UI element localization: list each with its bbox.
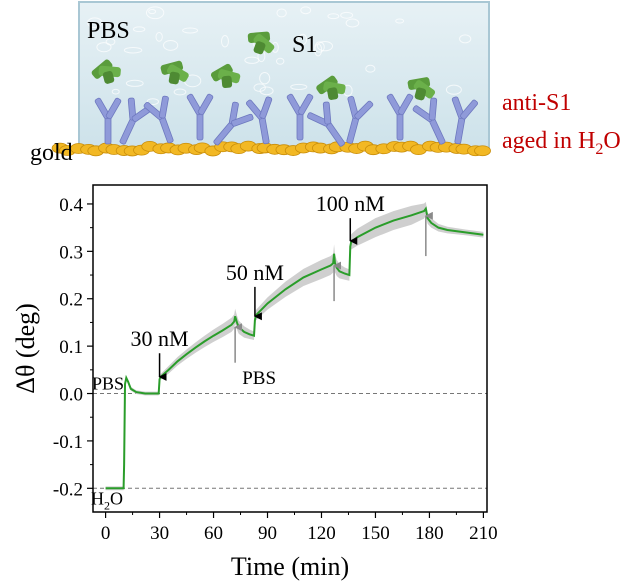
bubble [340, 11, 354, 19]
bubble [148, 8, 157, 15]
bubble [244, 56, 260, 64]
y-tick-label: -0.2 [53, 479, 83, 500]
bubble-texture [86, 6, 472, 106]
y-axis-label: Δθ (deg) [11, 303, 40, 394]
bubble [125, 79, 144, 87]
reference-label-pbs: PBS [92, 374, 124, 394]
y-tick-label: 0.3 [59, 242, 83, 263]
annotation-label: 50 nM [226, 260, 284, 285]
bubble [459, 34, 472, 44]
bubble [146, 98, 159, 106]
x-tick-label: 120 [307, 523, 336, 544]
bubble [276, 8, 287, 18]
bubble [145, 6, 165, 20]
error-band [105, 202, 484, 491]
bubble [173, 88, 187, 96]
bubble [105, 38, 116, 46]
x-tick-label: 210 [469, 523, 498, 544]
annotation-label: 100 nM [316, 191, 385, 216]
bubble [298, 33, 308, 45]
bubble [96, 42, 112, 53]
series-line [105, 206, 484, 490]
annotations: 30 nM 50 nM 100 nM PBS [131, 191, 433, 389]
plot-frame [92, 184, 488, 513]
bubble [132, 26, 146, 33]
x-tick-label: 150 [361, 523, 390, 544]
reference-lines [93, 393, 487, 489]
bubble [163, 39, 179, 51]
chart: 0 30 60 90 120 150 180 210 -0.2 -0.1 0.0 0.1 0.2 0.3 0… [11, 184, 498, 581]
x-tick-label: 30 [150, 523, 169, 544]
bubble [316, 41, 334, 52]
bubble [220, 35, 229, 48]
reference-label-h2o: H2O [91, 488, 123, 512]
y-tick-label: 0.0 [59, 385, 83, 406]
bubble [259, 86, 274, 96]
gold-particle [474, 145, 491, 157]
bubble [259, 71, 271, 85]
y-tick-label: 0.4 [59, 195, 83, 216]
x-axis-label: Time (min) [231, 552, 349, 581]
axis-ticks: 0 30 60 90 120 150 180 210 -0.2 -0.1 0.0 0.1 0.2 0.3 0… [53, 195, 498, 544]
x-tick-label: 180 [415, 523, 444, 544]
antibody-label-line1: anti-S1 [502, 90, 571, 116]
analyte-label: S1 [292, 32, 317, 58]
y-tick-label: 0.1 [59, 337, 83, 358]
bubble [300, 6, 312, 15]
x-tick-label: 90 [258, 523, 277, 544]
y-tick-label: -0.1 [53, 432, 83, 453]
bubble [123, 46, 143, 54]
bubble [290, 83, 308, 91]
antibody-label-line2: aged in H2O [502, 128, 621, 158]
surface-label: gold [30, 140, 73, 166]
solution-box [78, 1, 490, 151]
annotation-label: PBS [242, 368, 276, 389]
bubble [111, 88, 120, 95]
y-tick-label: 0.2 [59, 290, 83, 311]
bubble [395, 18, 405, 24]
bubble [365, 64, 376, 73]
bubble [345, 18, 360, 28]
bubble [155, 31, 163, 42]
bubble [445, 84, 462, 95]
buffer-label: PBS [87, 18, 130, 44]
bubble [314, 43, 323, 57]
x-tick-label: 60 [204, 523, 223, 544]
x-tick-label: 0 [101, 523, 111, 544]
bubble [86, 17, 103, 28]
bubble [182, 27, 199, 34]
annotation-label: 30 nM [131, 326, 189, 351]
illustration-panel: PBS S1 gold anti-S1 aged in H2O [30, 1, 621, 166]
bubble [327, 13, 340, 20]
bubble [275, 57, 285, 65]
gold-surface [51, 140, 491, 157]
